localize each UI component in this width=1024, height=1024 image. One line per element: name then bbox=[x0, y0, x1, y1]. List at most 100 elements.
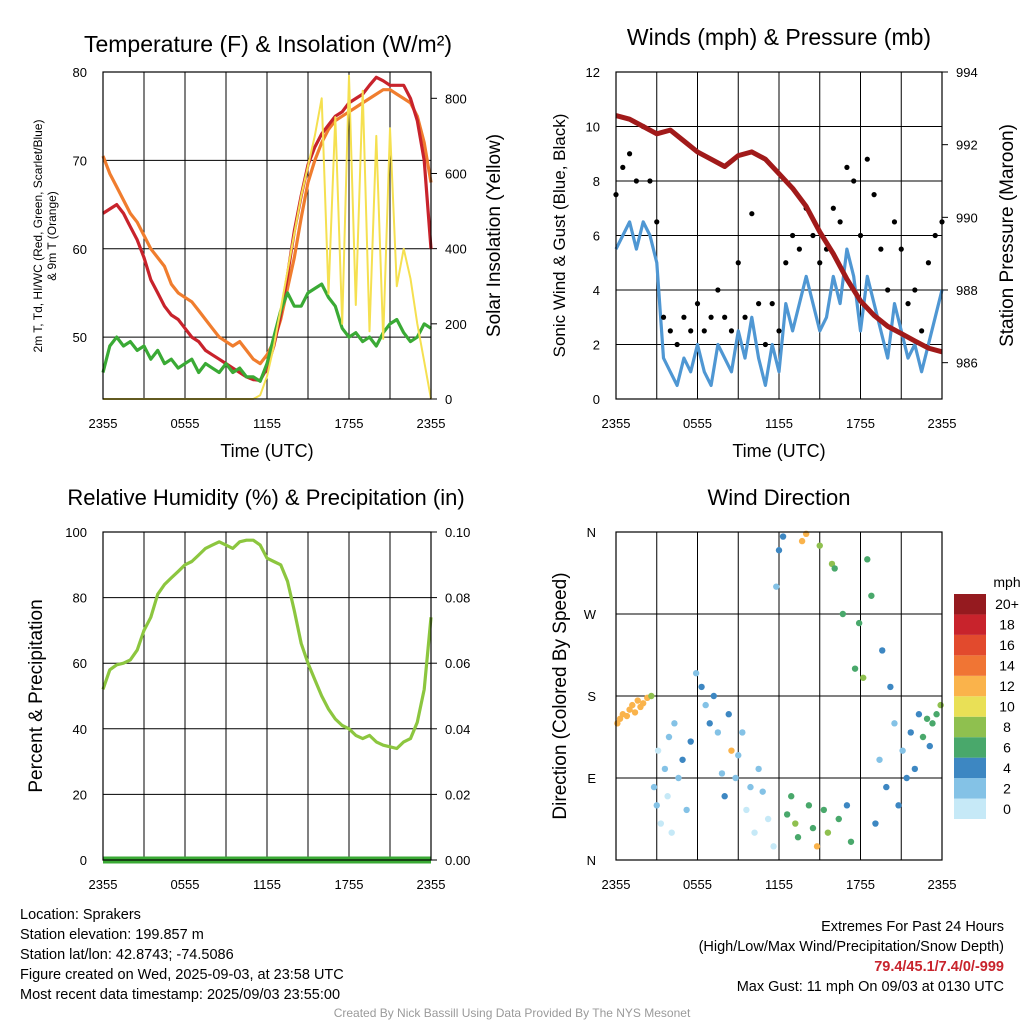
y-right-tick-label: 988 bbox=[956, 283, 978, 298]
direction-point bbox=[728, 747, 735, 754]
direction-point bbox=[883, 783, 890, 791]
y-tick-label: 60 bbox=[73, 656, 87, 671]
colorbar-label: 14 bbox=[999, 658, 1015, 674]
colorbar-label: 12 bbox=[999, 678, 1015, 694]
direction-point bbox=[702, 701, 709, 709]
gust-point bbox=[925, 260, 932, 266]
colorbar-label: 10 bbox=[999, 699, 1015, 715]
direction-point bbox=[687, 738, 694, 745]
y-axis-label: Direction (Colored By Speed) bbox=[550, 572, 571, 819]
colorbar-swatch bbox=[954, 716, 986, 738]
station-info: Location: Sprakers Station elevation: 19… bbox=[20, 905, 344, 1005]
gust-point bbox=[667, 328, 673, 334]
colorbar-label: 16 bbox=[999, 637, 1015, 653]
y-right-tick-label: 994 bbox=[956, 65, 978, 80]
direction-point bbox=[794, 834, 802, 841]
gust-point bbox=[728, 328, 735, 334]
direction-point bbox=[668, 829, 675, 836]
direction-point bbox=[743, 806, 750, 814]
direction-point bbox=[683, 806, 690, 814]
y-right-tick-label: 992 bbox=[956, 138, 978, 153]
x-tick-label: 2355 bbox=[89, 416, 118, 431]
gust-point bbox=[885, 287, 891, 293]
x-tick-label: 0555 bbox=[171, 416, 200, 431]
direction-point bbox=[629, 701, 636, 709]
direction-point bbox=[887, 683, 894, 691]
colorbar-swatch bbox=[954, 614, 986, 635]
gust-point bbox=[688, 328, 694, 334]
y-right-tick-label: 200 bbox=[445, 317, 467, 332]
y-right-tick-label: 800 bbox=[445, 91, 467, 106]
x-tick-label: 0555 bbox=[683, 877, 712, 892]
gust-point bbox=[796, 246, 802, 252]
direction-point bbox=[843, 802, 851, 809]
direction-point bbox=[937, 701, 944, 709]
direction-point bbox=[755, 765, 762, 773]
x-tick-label: 1155 bbox=[253, 877, 281, 892]
direction-point bbox=[923, 715, 931, 722]
gust-point bbox=[701, 328, 707, 334]
direction-point bbox=[664, 793, 671, 800]
direction-point bbox=[933, 711, 940, 718]
direction-point bbox=[764, 815, 772, 823]
direction-point bbox=[751, 829, 758, 836]
direction-point bbox=[783, 811, 791, 818]
direction-point bbox=[824, 829, 832, 836]
direction-point bbox=[721, 793, 728, 800]
y-axis-label: 2m T, Td, HI/WC (Red, Green, Scarlet/Blu… bbox=[31, 120, 59, 353]
x-tick-label: 2355 bbox=[89, 877, 118, 892]
direction-point bbox=[831, 565, 838, 572]
y-right-tick-label: 0.04 bbox=[445, 722, 470, 737]
x-tick-label: 1155 bbox=[765, 877, 793, 892]
direction-point bbox=[634, 697, 641, 704]
gust-point bbox=[837, 219, 843, 225]
y-tick-label: 20 bbox=[73, 787, 87, 802]
gust-point bbox=[898, 246, 904, 252]
x-tick-label: 1755 bbox=[846, 877, 875, 892]
chart-title: Relative Humidity (%) & Precipitation (i… bbox=[67, 485, 464, 510]
y-tick-label: 100 bbox=[65, 525, 87, 540]
gust-point bbox=[647, 178, 653, 184]
created-text: Figure created on Wed, 2025-09-03, at 23… bbox=[20, 967, 344, 983]
gust-point bbox=[830, 205, 836, 211]
gust-point bbox=[722, 314, 728, 320]
direction-point bbox=[839, 610, 847, 618]
chart-panel-3: Relative Humidity (%) & Precipitation (i… bbox=[26, 485, 470, 892]
direction-point bbox=[879, 647, 886, 654]
direction-point bbox=[770, 843, 777, 850]
gust-point bbox=[905, 301, 911, 307]
colorbar-swatch bbox=[954, 737, 986, 758]
y-tick-label: E bbox=[587, 771, 596, 786]
colorbar-label: 0 bbox=[1003, 801, 1011, 817]
y-right-tick-label: 0.10 bbox=[445, 525, 470, 540]
gust-point bbox=[660, 314, 667, 320]
gust-point bbox=[871, 192, 877, 198]
direction-point bbox=[820, 806, 828, 814]
y-tick-label: 80 bbox=[73, 65, 87, 80]
y-tick-label: 12 bbox=[586, 65, 600, 80]
gust-point bbox=[694, 301, 701, 307]
gust-point bbox=[919, 328, 925, 334]
y-right-axis-label: Station Pressure (Maroon) bbox=[997, 124, 1018, 347]
colorbar-swatch bbox=[954, 594, 986, 615]
y-tick-label: 4 bbox=[593, 283, 600, 298]
y-axis-label: Sonic Wind & Gust (Blue, Black) bbox=[550, 114, 569, 358]
direction-point bbox=[759, 788, 766, 795]
y-tick-label: N bbox=[587, 525, 596, 540]
y-tick-label: 6 bbox=[593, 229, 600, 244]
colorbar-swatch bbox=[954, 655, 986, 676]
y-tick-label: N bbox=[587, 853, 596, 868]
y-right-tick-label: 0 bbox=[445, 392, 452, 407]
x-tick-label: 2355 bbox=[602, 877, 631, 892]
y-tick-label: 8 bbox=[593, 174, 600, 189]
direction-point bbox=[725, 711, 732, 718]
colorbar-swatch bbox=[954, 798, 986, 819]
y-tick-label: W bbox=[584, 607, 597, 622]
y-tick-label: 50 bbox=[73, 330, 87, 345]
gust-point bbox=[844, 164, 850, 170]
gust-point bbox=[674, 341, 680, 348]
direction-point bbox=[835, 815, 842, 823]
series-line-blue bbox=[614, 220, 944, 387]
x-tick-label: 2355 bbox=[417, 416, 446, 431]
direction-point bbox=[860, 674, 867, 681]
